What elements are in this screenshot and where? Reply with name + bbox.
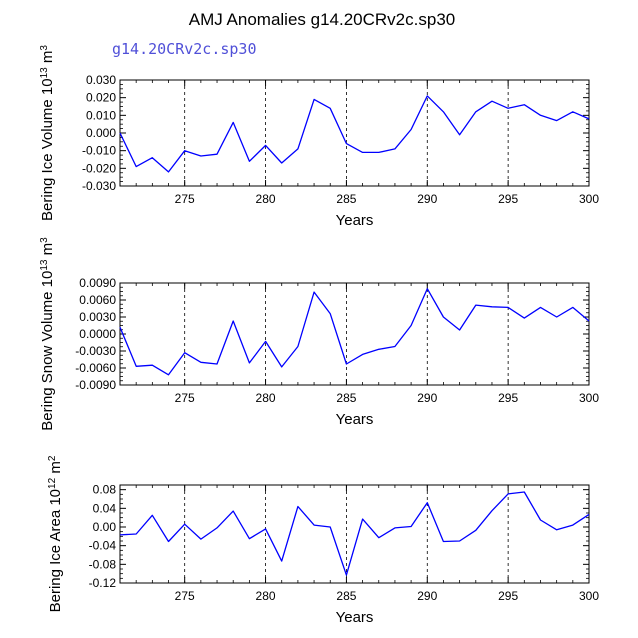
- y-tick-label: -0.030: [82, 179, 116, 193]
- x-tick-label: 300: [579, 391, 599, 405]
- y-axis-label-superscript: 13: [39, 67, 50, 79]
- x-tick-label: 300: [579, 192, 599, 206]
- x-tick-label: 295: [498, 589, 518, 603]
- y-tick-label: 0.08: [93, 483, 117, 497]
- y-tick-label: 0.010: [86, 108, 116, 122]
- y-tick-label: 0.000: [86, 126, 116, 140]
- y-tick-label: 0.0060: [79, 293, 116, 307]
- y-tick-label: -0.08: [89, 557, 117, 571]
- x-tick-label: 280: [256, 589, 276, 603]
- x-tick-label: 275: [175, 589, 195, 603]
- figure-subtitle: g14.20CRv2c.sp30: [112, 40, 257, 58]
- y-tick-label: 0.0030: [79, 310, 116, 324]
- x-tick-label: 280: [256, 391, 276, 405]
- y-tick-label: -0.0060: [75, 361, 116, 375]
- y-axis-label-part: Bering Ice Volume 10: [39, 78, 56, 221]
- y-tick-label: 0.00: [93, 520, 117, 534]
- y-tick-label: 0.020: [86, 91, 116, 105]
- x-tick-label: 295: [498, 192, 518, 206]
- x-tick-label: 285: [336, 391, 356, 405]
- y-axis-label-superscript: 3: [39, 45, 50, 51]
- y-axis-label-part: Bering Ice Area 10: [47, 489, 64, 612]
- x-axis-label: Years: [336, 212, 374, 229]
- y-tick-label: -0.12: [89, 576, 117, 590]
- x-axis-label: Years: [336, 411, 374, 428]
- y-axis-label-superscript: 2: [47, 455, 58, 461]
- panel-1: -0.030 -0.020 -0.010 0.000 0.010 0.020 0.030 27…: [39, 45, 600, 229]
- x-tick-label: 285: [336, 192, 356, 206]
- y-axis-label: Bering Snow Volume 1013 m3: [39, 237, 57, 431]
- y-axis-label-superscript: 12: [47, 477, 58, 489]
- x-tick-label: 295: [498, 391, 518, 405]
- panel-3: -0.12 -0.08 -0.04 0.00 0.04 0.08 275 280 285 290 2…: [47, 455, 600, 626]
- x-tick-label: 290: [417, 192, 437, 206]
- y-tick-label: -0.0090: [75, 378, 116, 392]
- y-tick-label: -0.04: [89, 539, 117, 553]
- y-axis-label: Bering Ice Area 1012 m2: [47, 455, 65, 612]
- y-tick-label: -0.0030: [75, 344, 116, 358]
- x-tick-label: 300: [579, 589, 599, 603]
- y-axis-label-part: m: [39, 243, 56, 260]
- plot-frame: [119, 484, 590, 584]
- x-tick-label: 285: [336, 589, 356, 603]
- x-tick-label: 290: [417, 589, 437, 603]
- y-axis-label-part: m: [47, 461, 64, 478]
- series-line: [119, 491, 590, 576]
- panels: -0.030 -0.020 -0.010 0.000 0.010 0.020 0.030 27…: [39, 45, 600, 626]
- y-axis-label: Bering Ice Volume 1013 m3: [39, 45, 57, 221]
- x-tick-label: 275: [175, 192, 195, 206]
- y-axis-label-part: m: [39, 51, 56, 68]
- panel-2: -0.0090 -0.0060 -0.0030 0.0000 0.0030 0.0060 0…: [39, 237, 600, 431]
- y-tick-label: -0.010: [82, 144, 116, 158]
- figure-title: AMJ Anomalies g14.20CRv2c.sp30: [189, 10, 455, 29]
- x-tick-label: 275: [175, 391, 195, 405]
- y-axis-label-superscript: 3: [39, 237, 50, 243]
- y-tick-label: 0.030: [86, 73, 116, 87]
- y-tick-label: 0.04: [93, 501, 117, 515]
- series-line: [119, 95, 590, 173]
- y-axis-label-part: Bering Snow Volume 10: [39, 271, 56, 431]
- y-tick-label: -0.020: [82, 161, 116, 175]
- x-tick-label: 280: [256, 192, 276, 206]
- y-tick-label: 0.0090: [79, 276, 116, 290]
- x-axis-label: Years: [336, 609, 374, 626]
- y-axis-label-superscript: 13: [39, 259, 50, 271]
- x-tick-label: 290: [417, 391, 437, 405]
- series-line: [119, 288, 590, 376]
- y-tick-label: 0.0000: [79, 327, 116, 341]
